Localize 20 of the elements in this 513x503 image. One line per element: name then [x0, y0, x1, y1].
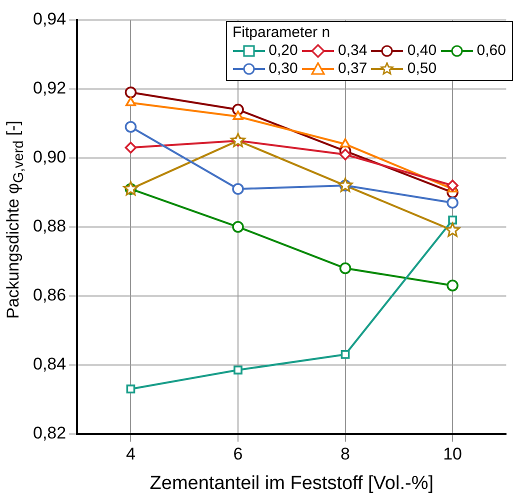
- legend-label: 0,30: [268, 60, 298, 78]
- y-tick-label: 0,88: [32, 216, 66, 236]
- legend-label: 0,34: [337, 42, 368, 60]
- legend-label: 0,60: [476, 42, 506, 60]
- y-tick-label: 0,90: [32, 148, 66, 167]
- x-tick-label: 10: [443, 444, 462, 464]
- x-tick-label: 6: [233, 444, 243, 464]
- legend-label: 0,20: [268, 42, 298, 60]
- legend-label: 0,37: [337, 60, 368, 78]
- y-tick-label: 0,94: [32, 10, 66, 29]
- y-tick-label: 0,86: [32, 286, 66, 305]
- legend-label: 0,40: [406, 42, 437, 60]
- legend-label: 0,50: [406, 60, 437, 78]
- y-tick-label: 0,84: [32, 354, 66, 374]
- y-tick-label: 0,82: [32, 423, 66, 442]
- x-tick-label: 4: [126, 444, 136, 464]
- x-tick-label: 8: [340, 444, 350, 464]
- legend-title: Fitparameter n: [232, 24, 332, 42]
- x-axis-title: Zementanteil im Feststoff [Vol.-%]: [150, 472, 434, 494]
- y-tick-label: 0,92: [32, 78, 66, 98]
